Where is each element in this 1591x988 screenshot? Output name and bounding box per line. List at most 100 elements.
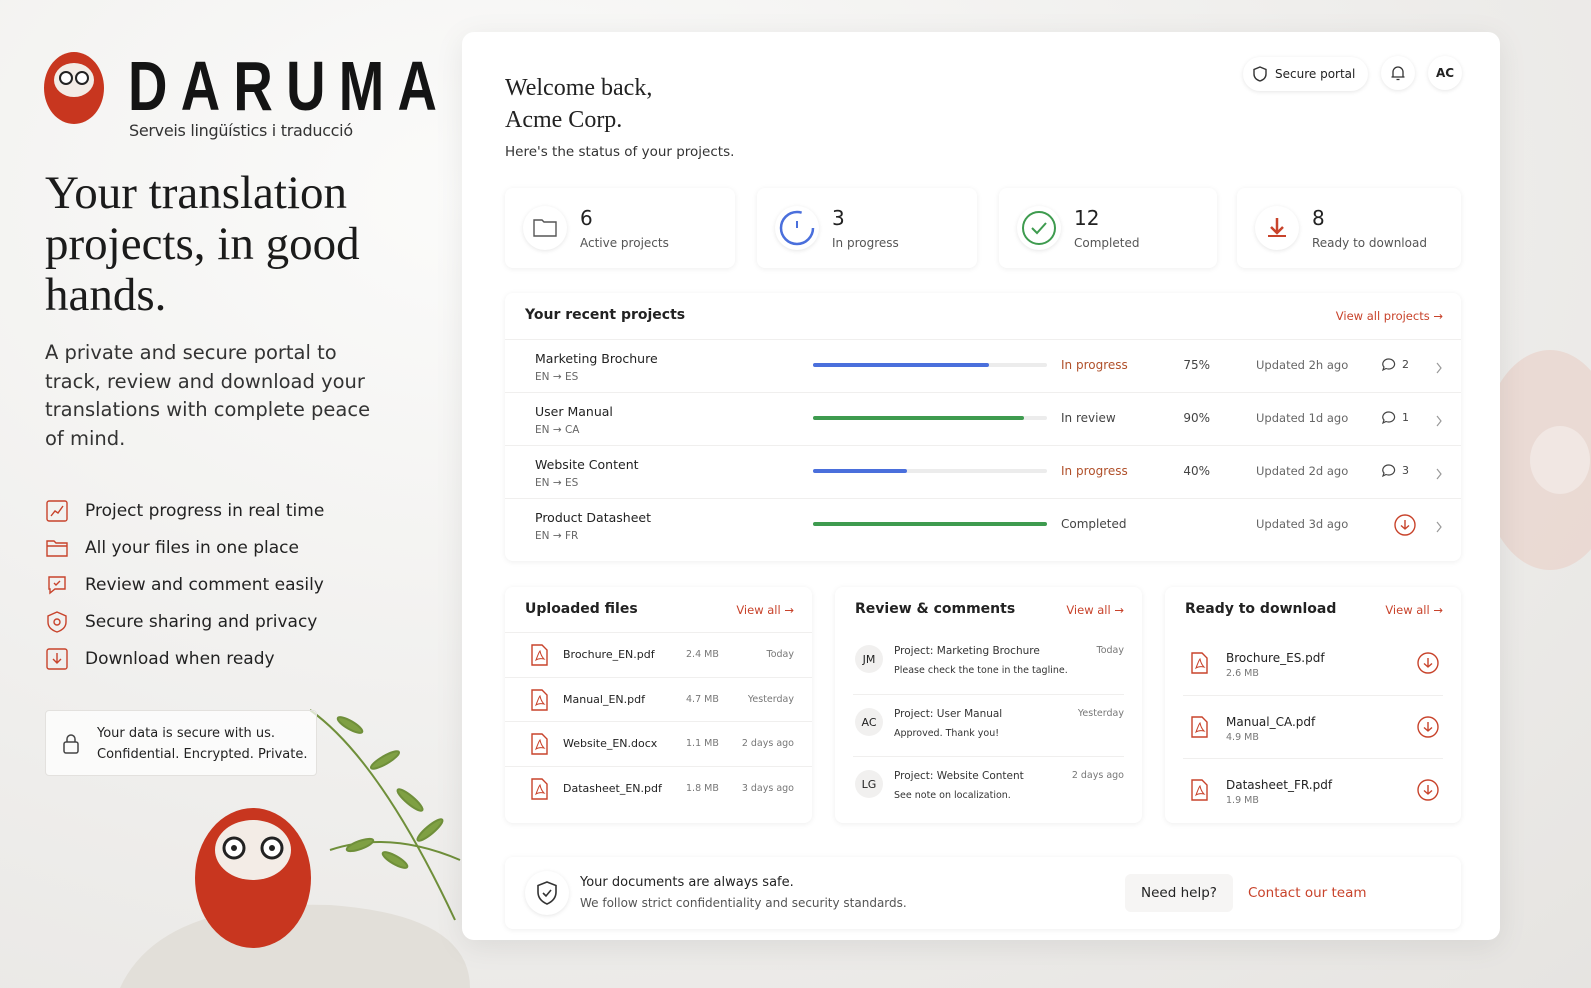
file-date: 3 days ago [741, 782, 794, 794]
comment-icon-svg [1381, 411, 1396, 425]
pdf-icon-svg [1191, 716, 1208, 738]
project-row[interactable]: User Manual EN → CA In review 90% Updated 1d… [505, 392, 1461, 445]
stat-icon-svg [1268, 218, 1286, 237]
project-row[interactable]: Website Content EN → ES In progress 40% Upda… [505, 445, 1461, 498]
feature-text: Download when ready [85, 648, 275, 669]
progress-bar [813, 363, 989, 367]
download-button[interactable] [1417, 716, 1439, 742]
download-row[interactable]: Manual_CA.pdf 4.9 MB [1183, 695, 1443, 758]
download-button[interactable] [1417, 779, 1439, 805]
pdf-icon-svg [531, 733, 548, 755]
feature-icon [46, 539, 68, 557]
project-updated: Updated 3d ago [1256, 517, 1349, 531]
security-text: Confidential. Encrypted. Private. [97, 747, 308, 762]
security-note: Your data is secure with us. Confidentia… [45, 710, 317, 776]
progress-label: 75% [1183, 358, 1210, 372]
pdf-icon-svg [531, 644, 548, 666]
feature: Download when ready [45, 640, 324, 677]
chevron-svg [1436, 521, 1442, 533]
comment-count: 2 [1402, 358, 1409, 371]
project-langs: EN → ES [535, 371, 579, 383]
file-date: Today [766, 649, 794, 660]
avatar[interactable]: AC [1428, 56, 1462, 90]
lock-icon [63, 734, 79, 754]
view-all-link[interactable]: View all → [736, 603, 794, 617]
comment-icon-svg [1381, 358, 1396, 372]
review-project: Project: Website Content [894, 770, 1024, 782]
feature: Project progress in real time [45, 492, 324, 529]
footer-text: We follow strict confidentiality and sec… [580, 896, 907, 910]
download-row[interactable]: Datasheet_FR.pdf 1.9 MB [1183, 758, 1443, 821]
project-updated: Updated 2h ago [1256, 358, 1349, 372]
view-all-link[interactable]: View all → [1385, 603, 1443, 617]
file-date: 2 days ago [741, 738, 794, 749]
file-name: Datasheet_EN.pdf [563, 781, 662, 795]
company-name: Acme Corp. [505, 107, 623, 133]
download-row[interactable]: Brochure_ES.pdf 2.6 MB [1183, 632, 1443, 695]
stat-card: 6 Active projects [505, 188, 735, 268]
stat-icon-svg [1022, 211, 1056, 245]
stat-card: 8 Ready to download [1237, 188, 1461, 268]
review-comments: Review & comments View all → JM Project: … [835, 587, 1142, 823]
review-row[interactable]: AC Project: User Manual Approved. Thank yo… [853, 694, 1124, 756]
file-name: Brochure_EN.pdf [563, 648, 655, 661]
view-all-link[interactable]: View all → [1066, 603, 1124, 617]
file-size: 1.8 MB [686, 782, 719, 794]
project-langs: EN → CA [535, 424, 580, 436]
pdf-icon [529, 644, 551, 670]
stat-icon-svg [779, 210, 815, 246]
project-status: Completed [1061, 517, 1127, 531]
file-row[interactable]: Brochure_EN.pdf 2.4 MB Today [505, 632, 812, 677]
feature: Secure sharing and privacy [45, 603, 324, 640]
feature-text: Review and comment easily [85, 574, 324, 595]
progress-track [813, 469, 1047, 473]
panel-title: Uploaded files [525, 601, 638, 617]
shield-check-icon [537, 881, 557, 905]
view-all-link[interactable]: View all projects → [1335, 309, 1443, 323]
feature-text: All your files in one place [85, 537, 299, 558]
file-row[interactable]: Datasheet_EN.pdf 1.8 MB 3 days ago [505, 765, 812, 811]
file-size: 4.7 MB [686, 693, 719, 705]
file-size: 2.6 MB [1226, 668, 1259, 679]
stat-label: Completed [1074, 236, 1140, 250]
chevron [1435, 412, 1443, 431]
file-row[interactable]: Website_EN.docx 1.1 MB 2 days ago [505, 721, 812, 766]
stat-label: Ready to download [1312, 236, 1427, 250]
project-row[interactable]: Product Datasheet EN → FR Completed Updated… [505, 498, 1461, 551]
project-name: Website Content [535, 457, 639, 472]
project-status: In progress [1061, 464, 1128, 478]
hero-description: A private and secure portal to track, re… [45, 341, 371, 450]
review-date: Today [1096, 645, 1124, 656]
download-button[interactable] [1394, 514, 1416, 540]
progress-label: 90% [1183, 411, 1210, 425]
secure-portal-badge[interactable]: Secure portal [1243, 57, 1368, 91]
feature: Review and comment easily [45, 566, 324, 603]
help-button[interactable]: Need help? [1125, 874, 1233, 912]
bell-icon [1391, 66, 1405, 81]
security-title: Your data is secure with us. [97, 726, 276, 741]
review-row[interactable]: JM Project: Marketing Brochure Please chec… [853, 632, 1124, 694]
review-row[interactable]: LG Project: Website Content See note on lo… [853, 756, 1124, 818]
brand-tagline: Serveis lingüístics i traducció [129, 121, 353, 140]
stat-icon-svg [533, 219, 557, 237]
download-button[interactable] [1417, 652, 1439, 678]
progress-bar [813, 522, 1047, 526]
project-row[interactable]: Marketing Brochure EN → ES In progress 75% U… [505, 339, 1461, 392]
project-updated: Updated 2d ago [1256, 464, 1349, 478]
uploaded-files: Uploaded files View all → Brochure_EN.pd… [505, 587, 812, 823]
file-size: 1.9 MB [1226, 795, 1259, 806]
panel-title: Your recent projects [525, 307, 686, 323]
notifications-button[interactable] [1381, 56, 1415, 90]
project-updated: Updated 1d ago [1256, 411, 1349, 425]
contact-link[interactable]: Contact our team [1248, 885, 1367, 901]
review-text: Approved. Thank you! [894, 728, 1000, 739]
stat-card: 3 In progress [757, 188, 977, 268]
download-button-svg [1417, 716, 1439, 738]
stat-label: Active projects [580, 236, 669, 250]
comment-icon-svg [1381, 464, 1396, 478]
file-name: Manual_CA.pdf [1226, 715, 1316, 729]
feature-text: Project progress in real time [85, 500, 325, 521]
file-row[interactable]: Manual_EN.pdf 4.7 MB Yesterday [505, 676, 812, 722]
shield-badge [525, 871, 569, 915]
brand-name: DARUMA [128, 47, 451, 125]
